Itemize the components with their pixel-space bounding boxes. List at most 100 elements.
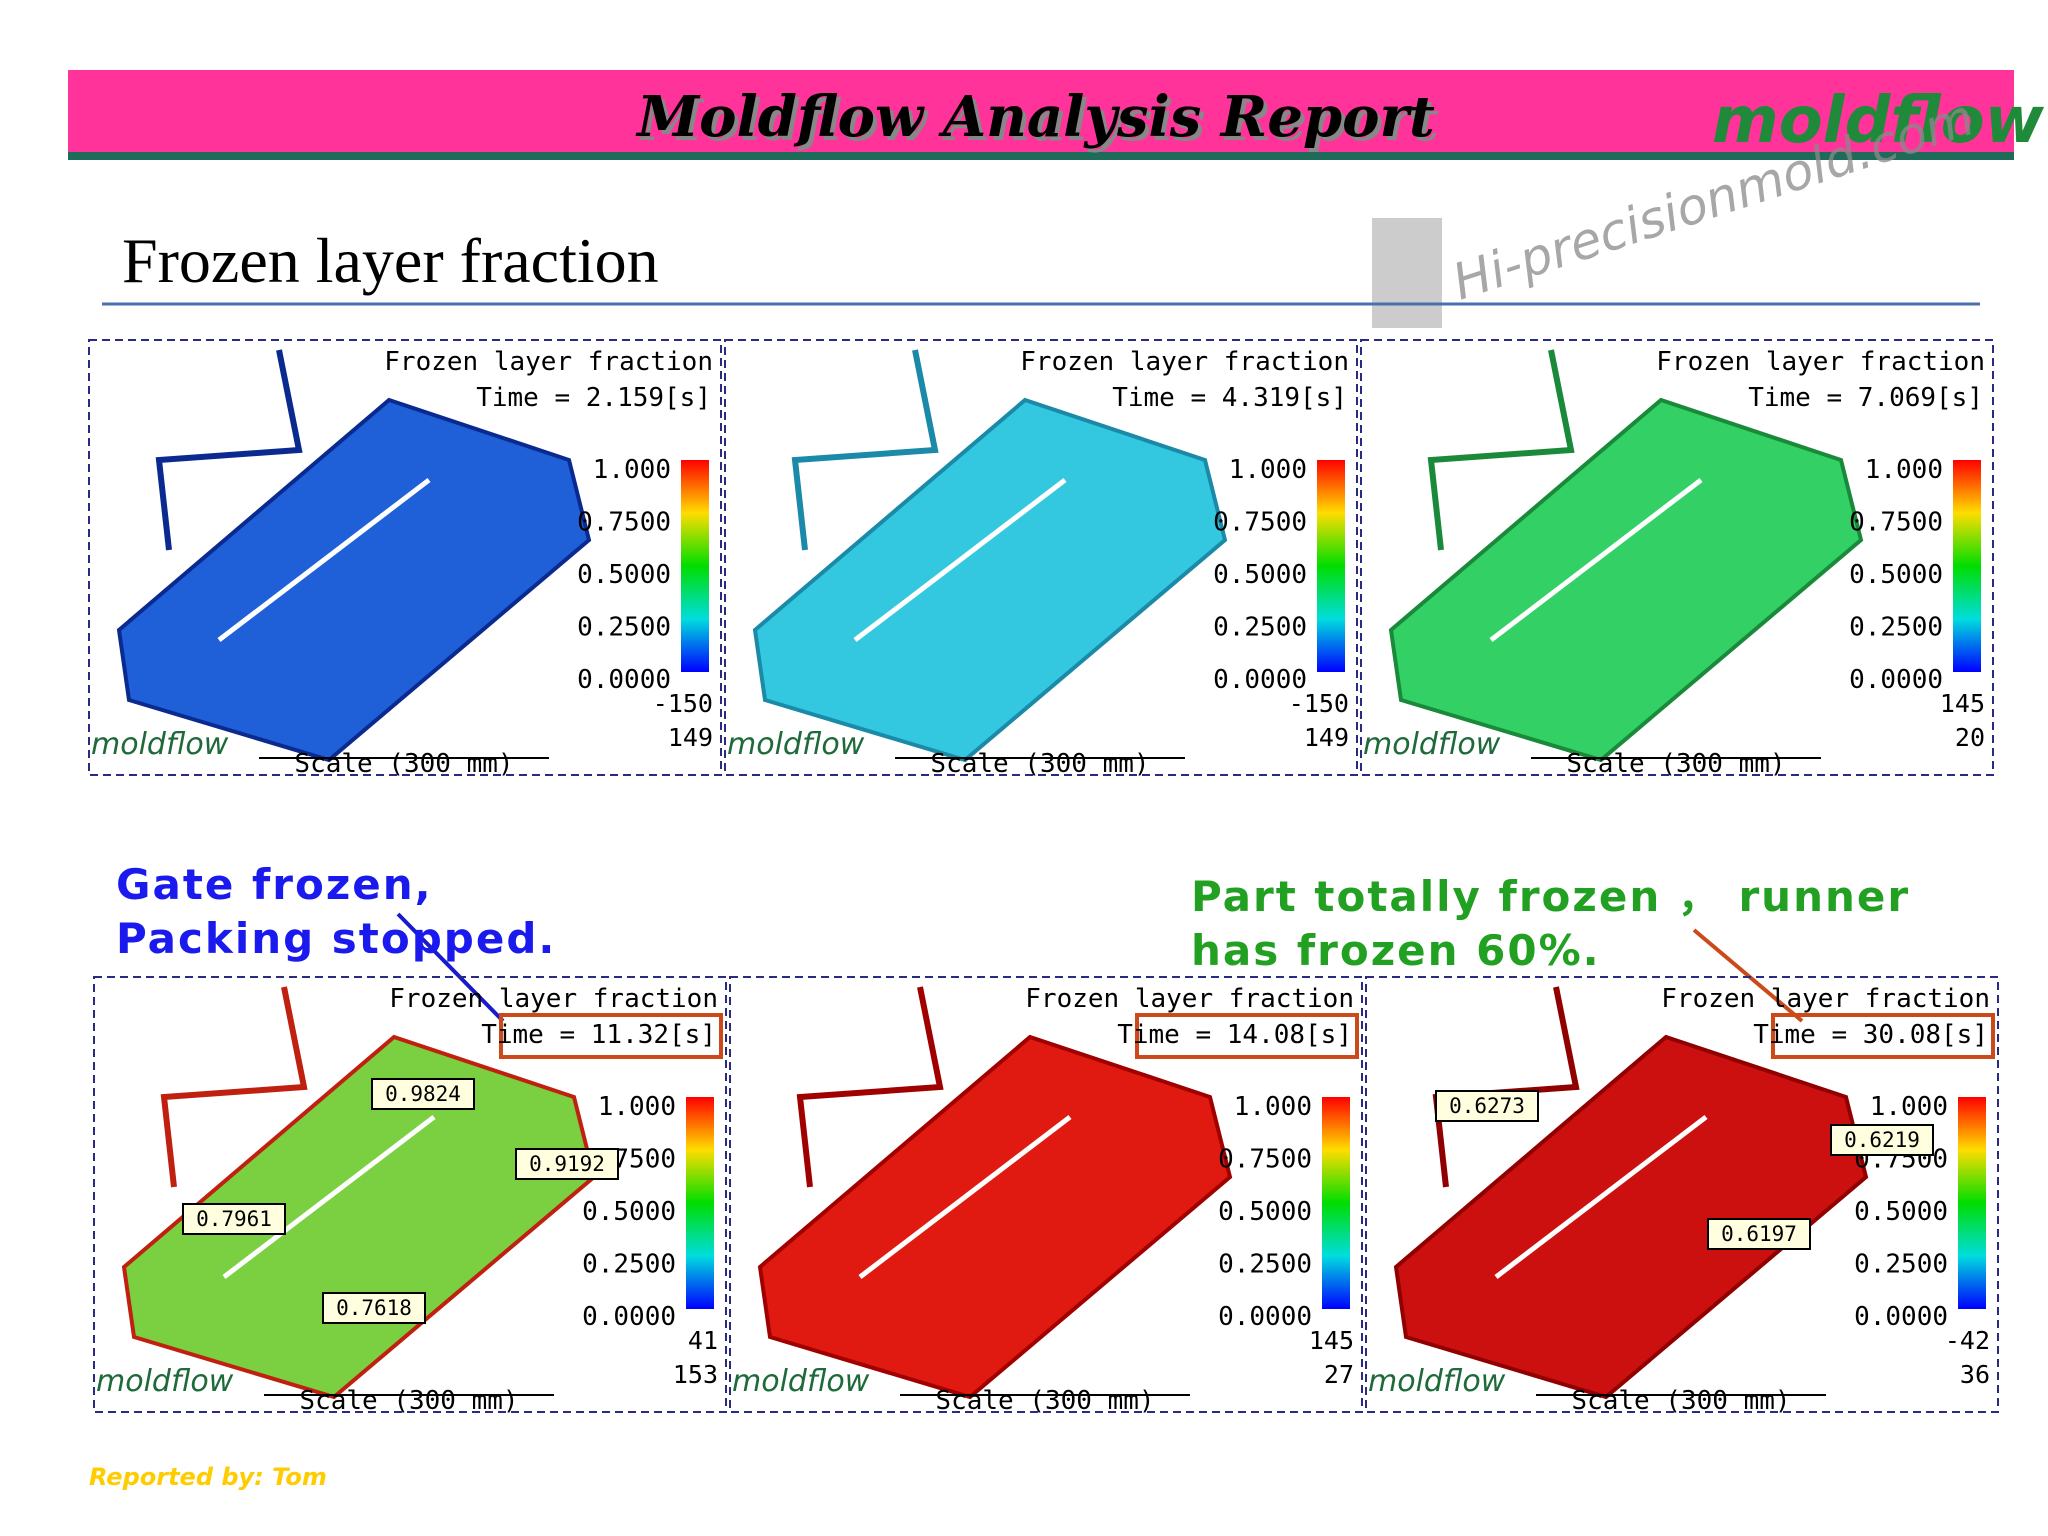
scale-label: Scale (300 mm): [935, 1386, 1154, 1416]
rotation-label: 149: [668, 723, 713, 752]
callout-line: [396, 912, 505, 1023]
result-panel: Frozen layer fraction Time = 7.069[s] 1.00…: [1360, 339, 1994, 779]
annotation: Part totally frozen ， runner has frozen …: [1191, 872, 1911, 975]
legend-label: 0.7500: [577, 508, 671, 538]
rotation-label: 153: [673, 1360, 718, 1389]
legend-label: 1.000: [1229, 455, 1307, 485]
panel-logo: moldflow: [1363, 727, 1501, 762]
rotation-label: 145: [1940, 689, 1985, 718]
panel-frame: [93, 976, 727, 1413]
rotation-label: 20: [1955, 723, 1985, 752]
time-highlight: [1771, 1013, 1995, 1059]
panel-logo: moldflow: [91, 727, 229, 762]
annotation: Gate frozen, Packing stopped.: [116, 860, 557, 963]
result-panel: Frozen layer fraction Time = 4.319[s] 1.00…: [724, 339, 1358, 779]
part-rib: [1494, 1115, 1708, 1279]
legend-label: 0.0000: [582, 1302, 676, 1332]
runner: [155, 349, 303, 551]
panel-time: Time = 11.32[s]: [481, 1020, 716, 1050]
panel-frame: [1365, 976, 1999, 1413]
rotation-label: 27: [1324, 1360, 1354, 1389]
header-title: Moldflow Analysis Report: [635, 84, 1435, 150]
probe-value: 0.9824: [385, 1082, 461, 1106]
probe-box: [1435, 1090, 1539, 1122]
panel-logo: moldflow: [1368, 1364, 1506, 1399]
probe-box: [322, 1292, 426, 1324]
legend-label: 0.2500: [582, 1250, 676, 1280]
header-rule: [68, 152, 2014, 160]
legend-label: 0.7500: [1213, 508, 1307, 538]
legend-label: 0.5000: [1854, 1197, 1948, 1227]
rotation-label: -150: [1289, 689, 1349, 718]
scale-label: Scale (300 mm): [299, 1386, 518, 1416]
panel-title: Frozen layer fraction: [1025, 984, 1354, 1014]
part-rib: [858, 1115, 1072, 1279]
runner: [1427, 349, 1575, 551]
rotation-label: 149: [1304, 723, 1349, 752]
watermark-icon: [1372, 218, 1442, 328]
legend-label: 0.7500: [1849, 508, 1943, 538]
legend-label: 0.2500: [1213, 613, 1307, 643]
time-highlight: [499, 1013, 723, 1059]
probe-box: [1707, 1218, 1811, 1250]
runner: [160, 986, 308, 1188]
part-model: [1388, 397, 1864, 763]
panel-title: Frozen layer fraction: [1661, 984, 1990, 1014]
probe-value: 0.7618: [336, 1296, 412, 1320]
footer: Reported by: Tom: [89, 1463, 327, 1491]
legend-bar: [681, 460, 709, 672]
time-highlight: [1135, 1013, 1359, 1059]
panel-logo: moldflow: [727, 727, 865, 762]
part-model: [757, 1034, 1233, 1400]
legend-label: 1.000: [1234, 1092, 1312, 1122]
result-panel: Frozen layer fraction Time = 2.159[s] 1.00…: [88, 339, 722, 779]
rotation-label: -150: [653, 689, 713, 718]
panel-title: Frozen layer fraction: [384, 347, 713, 377]
legend-label: 0.5000: [582, 1197, 676, 1227]
part-model: [116, 397, 592, 763]
header-logo: moldflow: [1712, 84, 2045, 158]
legend-label: 0.2500: [1218, 1250, 1312, 1280]
panel-time: Time = 2.159[s]: [476, 383, 711, 413]
panel-frame: [1360, 339, 1994, 776]
legend-bar: [1322, 1097, 1350, 1309]
probe-value: 0.6273: [1449, 1094, 1525, 1118]
probe-box: [515, 1148, 619, 1180]
part-rib: [217, 478, 431, 642]
legend-label: 0.0000: [1849, 665, 1943, 695]
legend-label: 0.5000: [1849, 560, 1943, 590]
panel-time: Time = 30.08[s]: [1753, 1020, 1988, 1050]
panel-logo: moldflow: [96, 1364, 234, 1399]
result-panel: Frozen layer fraction Time = 14.08[s] 1.00…: [729, 976, 1363, 1416]
legend-label: 0.2500: [1854, 1250, 1948, 1280]
legend-bar: [686, 1097, 714, 1309]
legend-label: 1.000: [1870, 1092, 1948, 1122]
probe-box: [1830, 1124, 1934, 1156]
scale-label: Scale (300 mm): [294, 749, 513, 779]
legend-label: 0.5000: [1213, 560, 1307, 590]
panel-frame: [729, 976, 1363, 1413]
part-model: [752, 397, 1228, 763]
legend-label: 1.000: [1865, 455, 1943, 485]
runner: [796, 986, 944, 1188]
legend-bar: [1317, 460, 1345, 672]
legend-label: 0.2500: [1849, 613, 1943, 643]
slide-title: Frozen layer fraction: [122, 225, 659, 296]
legend-label: 0.0000: [1854, 1302, 1948, 1332]
probe-value: 0.9192: [529, 1152, 605, 1176]
part-rib: [1489, 478, 1703, 642]
panel-time: Time = 7.069[s]: [1748, 383, 1983, 413]
part-model: [1393, 1034, 1869, 1400]
legend-bar: [1958, 1097, 1986, 1309]
panel-title: Frozen layer fraction: [1656, 347, 1985, 377]
panel-time: Time = 14.08[s]: [1117, 1020, 1352, 1050]
legend-label: 0.0000: [577, 665, 671, 695]
legend-label: 0.0000: [1213, 665, 1307, 695]
panel-time: Time = 4.319[s]: [1112, 383, 1347, 413]
panel-frame: [724, 339, 1358, 776]
scale-label: Scale (300 mm): [1571, 1386, 1790, 1416]
scale-label: Scale (300 mm): [930, 749, 1149, 779]
rotation-label: -42: [1945, 1326, 1990, 1355]
